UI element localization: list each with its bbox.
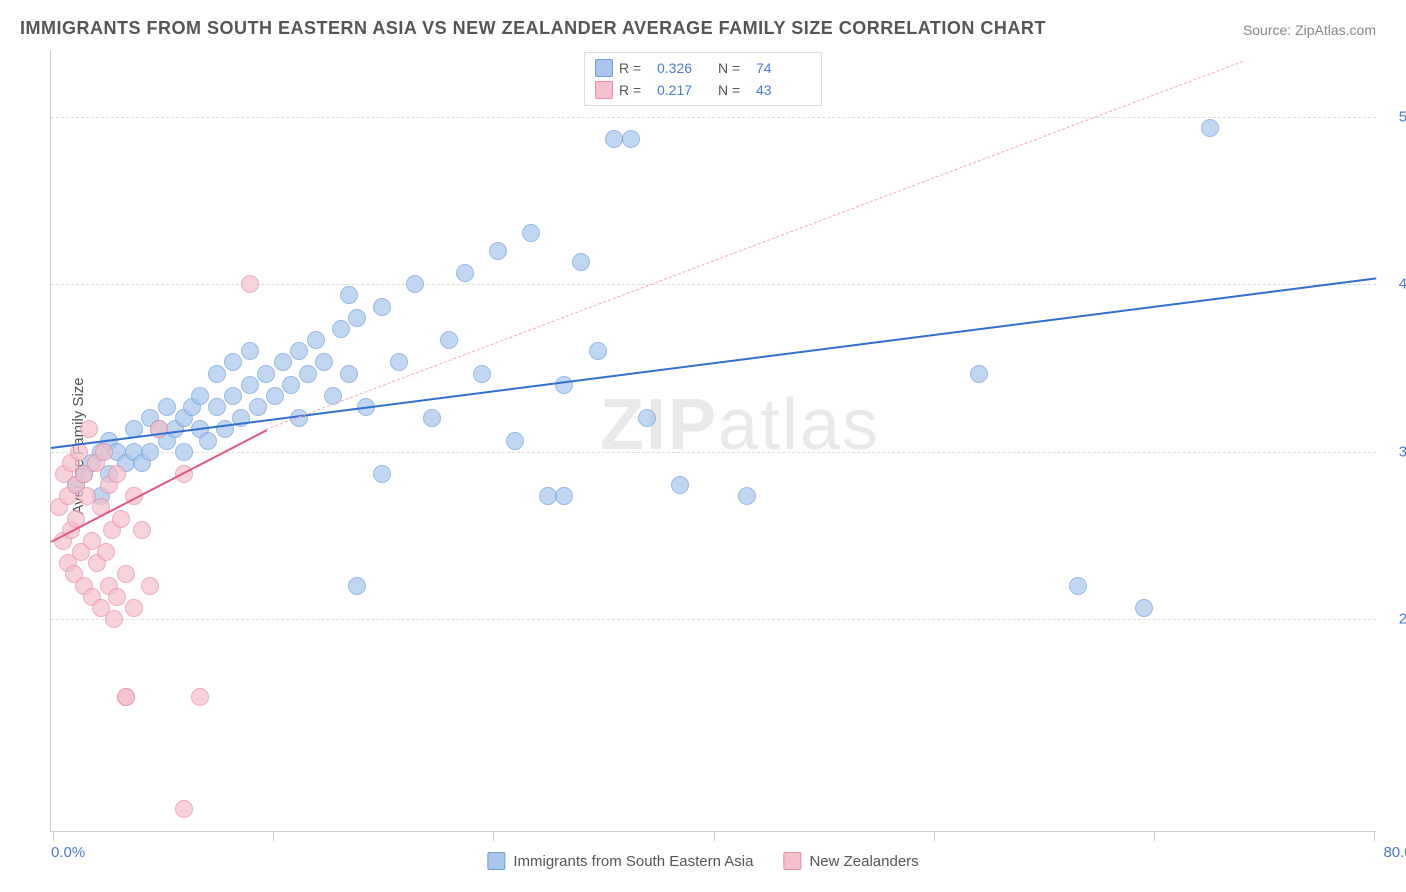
source-attribution: Source: ZipAtlas.com — [1243, 22, 1376, 38]
data-point — [373, 298, 391, 316]
data-point — [307, 331, 325, 349]
data-point — [112, 510, 130, 528]
data-point — [97, 543, 115, 561]
data-point — [199, 432, 217, 450]
y-tick-label: 5.00 — [1399, 108, 1406, 125]
x-axis-max: 80.0% — [1383, 844, 1406, 861]
data-point — [1201, 119, 1219, 137]
vgridline — [1374, 831, 1375, 841]
data-point — [456, 264, 474, 282]
data-point — [241, 342, 259, 360]
data-point — [191, 387, 209, 405]
legend-series-item: New Zealanders — [783, 852, 918, 870]
data-point — [622, 130, 640, 148]
legend-series-item: Immigrants from South Eastern Asia — [487, 852, 753, 870]
data-point — [1135, 599, 1153, 617]
data-point — [95, 443, 113, 461]
correlation-legend: R =0.326N =74R =0.217N =43 — [584, 52, 822, 106]
data-point — [489, 242, 507, 260]
trendline — [51, 278, 1376, 450]
data-point — [406, 275, 424, 293]
y-tick-label: 4.25 — [1399, 276, 1406, 293]
data-point — [117, 688, 135, 706]
data-point — [555, 376, 573, 394]
data-point — [315, 353, 333, 371]
data-point — [738, 487, 756, 505]
data-point — [473, 365, 491, 383]
data-point — [117, 565, 135, 583]
data-point — [208, 365, 226, 383]
data-point — [158, 398, 176, 416]
gridline — [51, 452, 1376, 453]
data-point — [589, 342, 607, 360]
data-point — [175, 443, 193, 461]
vgridline — [53, 831, 54, 841]
data-point — [572, 253, 590, 271]
legend-swatch — [487, 852, 505, 870]
data-point — [141, 443, 159, 461]
vgridline — [273, 831, 274, 841]
data-point — [241, 376, 259, 394]
data-point — [340, 365, 358, 383]
vgridline — [1154, 831, 1155, 841]
data-point — [423, 409, 441, 427]
data-point — [266, 387, 284, 405]
data-point — [141, 577, 159, 595]
data-point — [224, 387, 242, 405]
data-point — [605, 130, 623, 148]
series-legend: Immigrants from South Eastern Asia New Ze… — [487, 852, 918, 870]
data-point — [506, 432, 524, 450]
data-point — [638, 409, 656, 427]
data-point — [274, 353, 292, 371]
data-point — [299, 365, 317, 383]
data-point — [1069, 577, 1087, 595]
data-point — [555, 487, 573, 505]
legend-stat-row: R =0.326N =74 — [595, 57, 811, 79]
data-point — [191, 688, 209, 706]
data-point — [340, 286, 358, 304]
gridline — [51, 619, 1376, 620]
plot-area: ZIPatlas 0.0% 80.0% 2.753.504.255.00 — [50, 50, 1376, 832]
data-point — [175, 800, 193, 818]
legend-swatch — [595, 81, 613, 99]
chart-title: IMMIGRANTS FROM SOUTH EASTERN ASIA VS NE… — [20, 18, 1046, 39]
vgridline — [934, 831, 935, 841]
legend-swatch — [783, 852, 801, 870]
data-point — [332, 320, 350, 338]
data-point — [373, 465, 391, 483]
data-point — [108, 465, 126, 483]
data-point — [440, 331, 458, 349]
data-point — [249, 398, 267, 416]
data-point — [125, 599, 143, 617]
data-point — [539, 487, 557, 505]
legend-swatch — [595, 59, 613, 77]
data-point — [348, 577, 366, 595]
data-point — [390, 353, 408, 371]
x-axis-min: 0.0% — [51, 844, 85, 861]
data-point — [108, 588, 126, 606]
vgridline — [714, 831, 715, 841]
vgridline — [493, 831, 494, 841]
y-tick-label: 2.75 — [1399, 611, 1406, 628]
data-point — [241, 275, 259, 293]
legend-series-label: New Zealanders — [809, 853, 918, 870]
data-point — [348, 309, 366, 327]
data-point — [290, 342, 308, 360]
data-point — [282, 376, 300, 394]
legend-series-label: Immigrants from South Eastern Asia — [513, 853, 753, 870]
data-point — [133, 521, 151, 539]
legend-stat-row: R =0.217N =43 — [595, 79, 811, 101]
y-tick-label: 3.50 — [1399, 443, 1406, 460]
data-point — [105, 610, 123, 628]
data-point — [970, 365, 988, 383]
data-point — [80, 420, 98, 438]
gridline — [51, 117, 1376, 118]
data-point — [224, 353, 242, 371]
data-point — [208, 398, 226, 416]
data-point — [257, 365, 275, 383]
data-point — [671, 476, 689, 494]
data-point — [522, 224, 540, 242]
